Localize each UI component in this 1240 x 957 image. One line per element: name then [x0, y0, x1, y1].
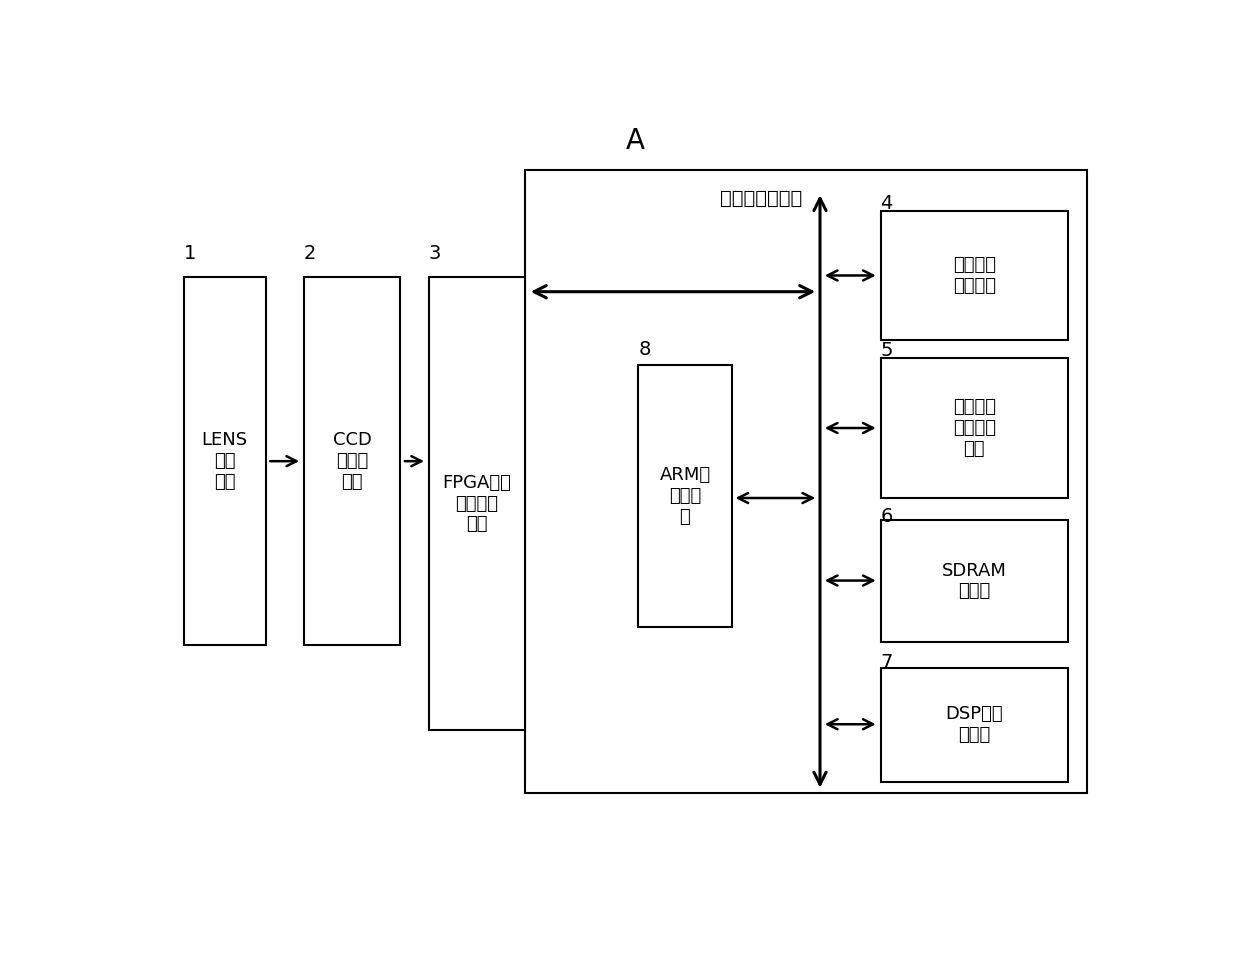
Bar [880, 668, 1068, 782]
Text: DSP图像
处理器: DSP图像 处理器 [945, 705, 1003, 744]
Text: A: A [626, 126, 645, 155]
Bar [880, 521, 1068, 642]
Text: 5: 5 [880, 341, 893, 360]
Text: ARM中
心处理
器: ARM中 心处理 器 [660, 466, 711, 526]
Bar [429, 277, 525, 730]
Bar [880, 211, 1068, 340]
Bar [880, 358, 1068, 498]
Text: 2: 2 [304, 244, 316, 263]
Bar [184, 277, 265, 645]
Text: 3: 3 [429, 244, 441, 263]
Text: 图像、视
频编码处
理器: 图像、视 频编码处 理器 [952, 398, 996, 457]
Text: 6: 6 [880, 507, 893, 525]
Text: FPGA可编
程逃辑处
理器: FPGA可编 程逃辑处 理器 [443, 474, 511, 533]
Text: 智能网络摄像机: 智能网络摄像机 [720, 189, 802, 208]
Text: 视频捕获
预处理器: 视频捕获 预处理器 [952, 256, 996, 295]
Text: 8: 8 [639, 340, 651, 359]
Text: SDRAM
存储器: SDRAM 存储器 [942, 562, 1007, 600]
Text: LENS
光学
镜头: LENS 光学 镜头 [202, 432, 248, 491]
Text: CCD
图像传
感器: CCD 图像传 感器 [332, 432, 372, 491]
Bar [639, 366, 732, 627]
Text: 4: 4 [880, 194, 893, 213]
Bar [525, 170, 1087, 792]
Text: 7: 7 [880, 653, 893, 672]
Bar [304, 277, 401, 645]
Text: 1: 1 [184, 244, 196, 263]
